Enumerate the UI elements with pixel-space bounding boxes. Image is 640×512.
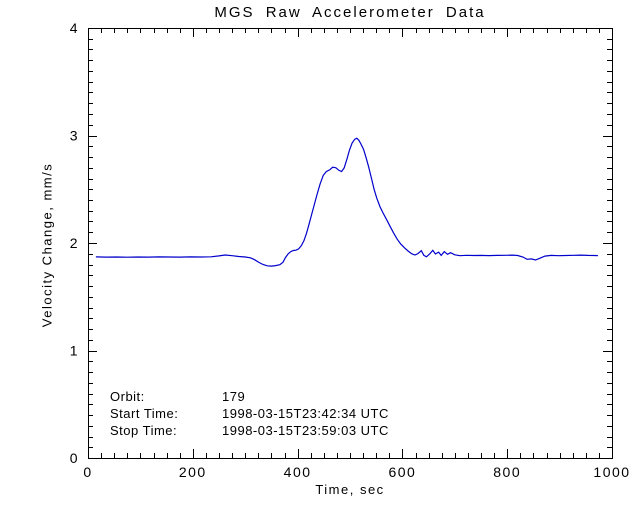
x-axis-label: Time, sec: [315, 482, 385, 497]
y-tick-label: 1: [70, 343, 79, 359]
chart-title: MGS Raw Accelerometer Data: [214, 4, 486, 21]
x-tick-label: 0: [83, 464, 92, 480]
annotation-row-orbit: Orbit: 179: [110, 388, 389, 405]
data-line-velocity-change: [95, 137, 598, 267]
orbit-label: Orbit:: [110, 389, 145, 404]
y-tick-label: 3: [70, 128, 79, 144]
annotation-block: Orbit: 179 Start Time: 1998-03-15T23:42:…: [110, 388, 389, 439]
y-tick-label: 4: [70, 20, 79, 36]
x-tick-label: 800: [493, 464, 521, 480]
x-tick-label: 200: [179, 464, 207, 480]
y-tick-label: 2: [70, 235, 79, 251]
start-time-label: Start Time:: [110, 406, 179, 421]
start-time-value: 1998-03-15T23:42:34 UTC: [222, 406, 389, 421]
annotation-row-start-time: Start Time: 1998-03-15T23:42:34 UTC: [110, 405, 389, 422]
stop-time-value: 1998-03-15T23:59:03 UTC: [222, 423, 389, 438]
x-tick-label: 600: [388, 464, 416, 480]
annotation-row-stop-time: Stop Time: 1998-03-15T23:59:03 UTC: [110, 422, 389, 439]
y-tick-label: 0: [70, 450, 79, 466]
orbit-value: 179: [222, 389, 246, 404]
stop-time-label: Stop Time:: [110, 423, 178, 438]
x-tick-label: 400: [284, 464, 312, 480]
x-tick-label: 1000: [593, 464, 630, 480]
y-axis-label: Velocity Change, mm/s: [39, 162, 55, 328]
